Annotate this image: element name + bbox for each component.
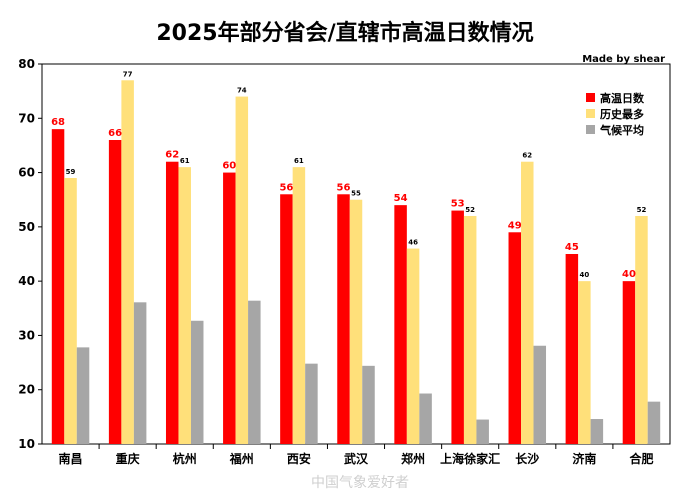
data-label: 46 [408, 239, 418, 247]
data-label: 55 [351, 190, 361, 198]
x-tick-label: 济南 [572, 451, 596, 466]
bar [476, 419, 489, 444]
y-tick-label: 40 [18, 274, 35, 288]
x-tick-label: 长沙 [515, 451, 539, 466]
bar [133, 302, 147, 444]
data-label: 62 [165, 150, 179, 161]
x-tick-label: 重庆 [116, 451, 140, 466]
data-label: 59 [66, 168, 76, 176]
y-tick-label: 10 [18, 437, 35, 451]
bar [337, 194, 350, 444]
data-label: 52 [465, 206, 475, 214]
x-tick-label: 合肥 [629, 451, 653, 466]
data-label: 53 [451, 199, 465, 210]
legend-label: 高温日数 [600, 91, 645, 105]
data-label: 40 [579, 271, 589, 279]
bar [165, 161, 179, 444]
bar [508, 232, 522, 444]
bar [280, 194, 293, 444]
data-label: 61 [180, 157, 190, 165]
x-tick-label: 西安 [287, 451, 311, 466]
bar [121, 80, 134, 445]
bar [64, 178, 77, 444]
x-tick-label: 杭州 [173, 451, 197, 466]
bar [305, 363, 318, 444]
bar [419, 393, 432, 444]
bar [223, 172, 236, 445]
bar [533, 345, 547, 444]
data-label: 77 [123, 70, 133, 78]
y-tick-label: 50 [18, 220, 35, 234]
data-label: 61 [294, 157, 304, 165]
bar [292, 167, 306, 444]
watermark-text: 中国气象爱好者 [311, 475, 409, 491]
bar [362, 365, 375, 444]
data-label: 45 [565, 242, 579, 253]
chart-credit: Made by shear [582, 54, 665, 65]
bar [451, 210, 464, 444]
data-label: 40 [622, 269, 636, 280]
bar [635, 216, 648, 444]
data-label: 56 [337, 182, 351, 193]
x-tick-label: 南昌 [59, 451, 83, 466]
y-tick-label: 20 [18, 383, 35, 397]
y-tick-label: 70 [18, 111, 35, 125]
y-tick-label: 80 [18, 57, 35, 71]
bar [622, 281, 636, 444]
bar [578, 281, 591, 444]
bar [406, 248, 420, 444]
legend-swatch [586, 125, 595, 134]
bar [590, 419, 604, 444]
bar [521, 161, 534, 444]
legend-swatch [586, 109, 595, 118]
bar [76, 347, 90, 444]
x-tick-label: 上海徐家汇 [440, 451, 500, 466]
legend-label: 历史最多 [600, 107, 644, 121]
bars [51, 80, 661, 445]
bar [647, 401, 661, 444]
data-label: 56 [279, 182, 293, 193]
data-label: 66 [108, 128, 122, 139]
bar [349, 199, 363, 444]
chart-title: 2025年部分省会/直辖市高温日数情况 [156, 20, 533, 46]
data-label: 49 [508, 220, 522, 231]
bar [178, 167, 191, 444]
legend-label: 气候平均 [599, 123, 644, 137]
data-label: 68 [51, 117, 65, 128]
data-label: 54 [394, 193, 408, 204]
bar [463, 216, 477, 444]
x-tick-label: 福州 [229, 451, 254, 466]
x-tick-label: 武汉 [344, 451, 369, 466]
bar [235, 96, 249, 445]
x-axis: 南昌 重庆 杭州 福州 西安 武汉 郑州 上海徐家汇 长沙 济南 合肥 [59, 444, 653, 466]
x-tick-label: 郑州 [401, 451, 425, 466]
bar [190, 320, 204, 444]
bar [248, 300, 261, 444]
bar [108, 140, 122, 444]
data-label: 62 [522, 152, 532, 160]
data-label: 60 [222, 161, 236, 172]
data-label: 52 [637, 206, 647, 214]
bar [51, 129, 65, 444]
data-label: 74 [237, 87, 247, 95]
bar [394, 205, 407, 444]
y-tick-label: 30 [18, 328, 35, 342]
bar [565, 254, 579, 444]
legend-swatch [586, 93, 595, 102]
y-tick-label: 60 [18, 166, 35, 180]
